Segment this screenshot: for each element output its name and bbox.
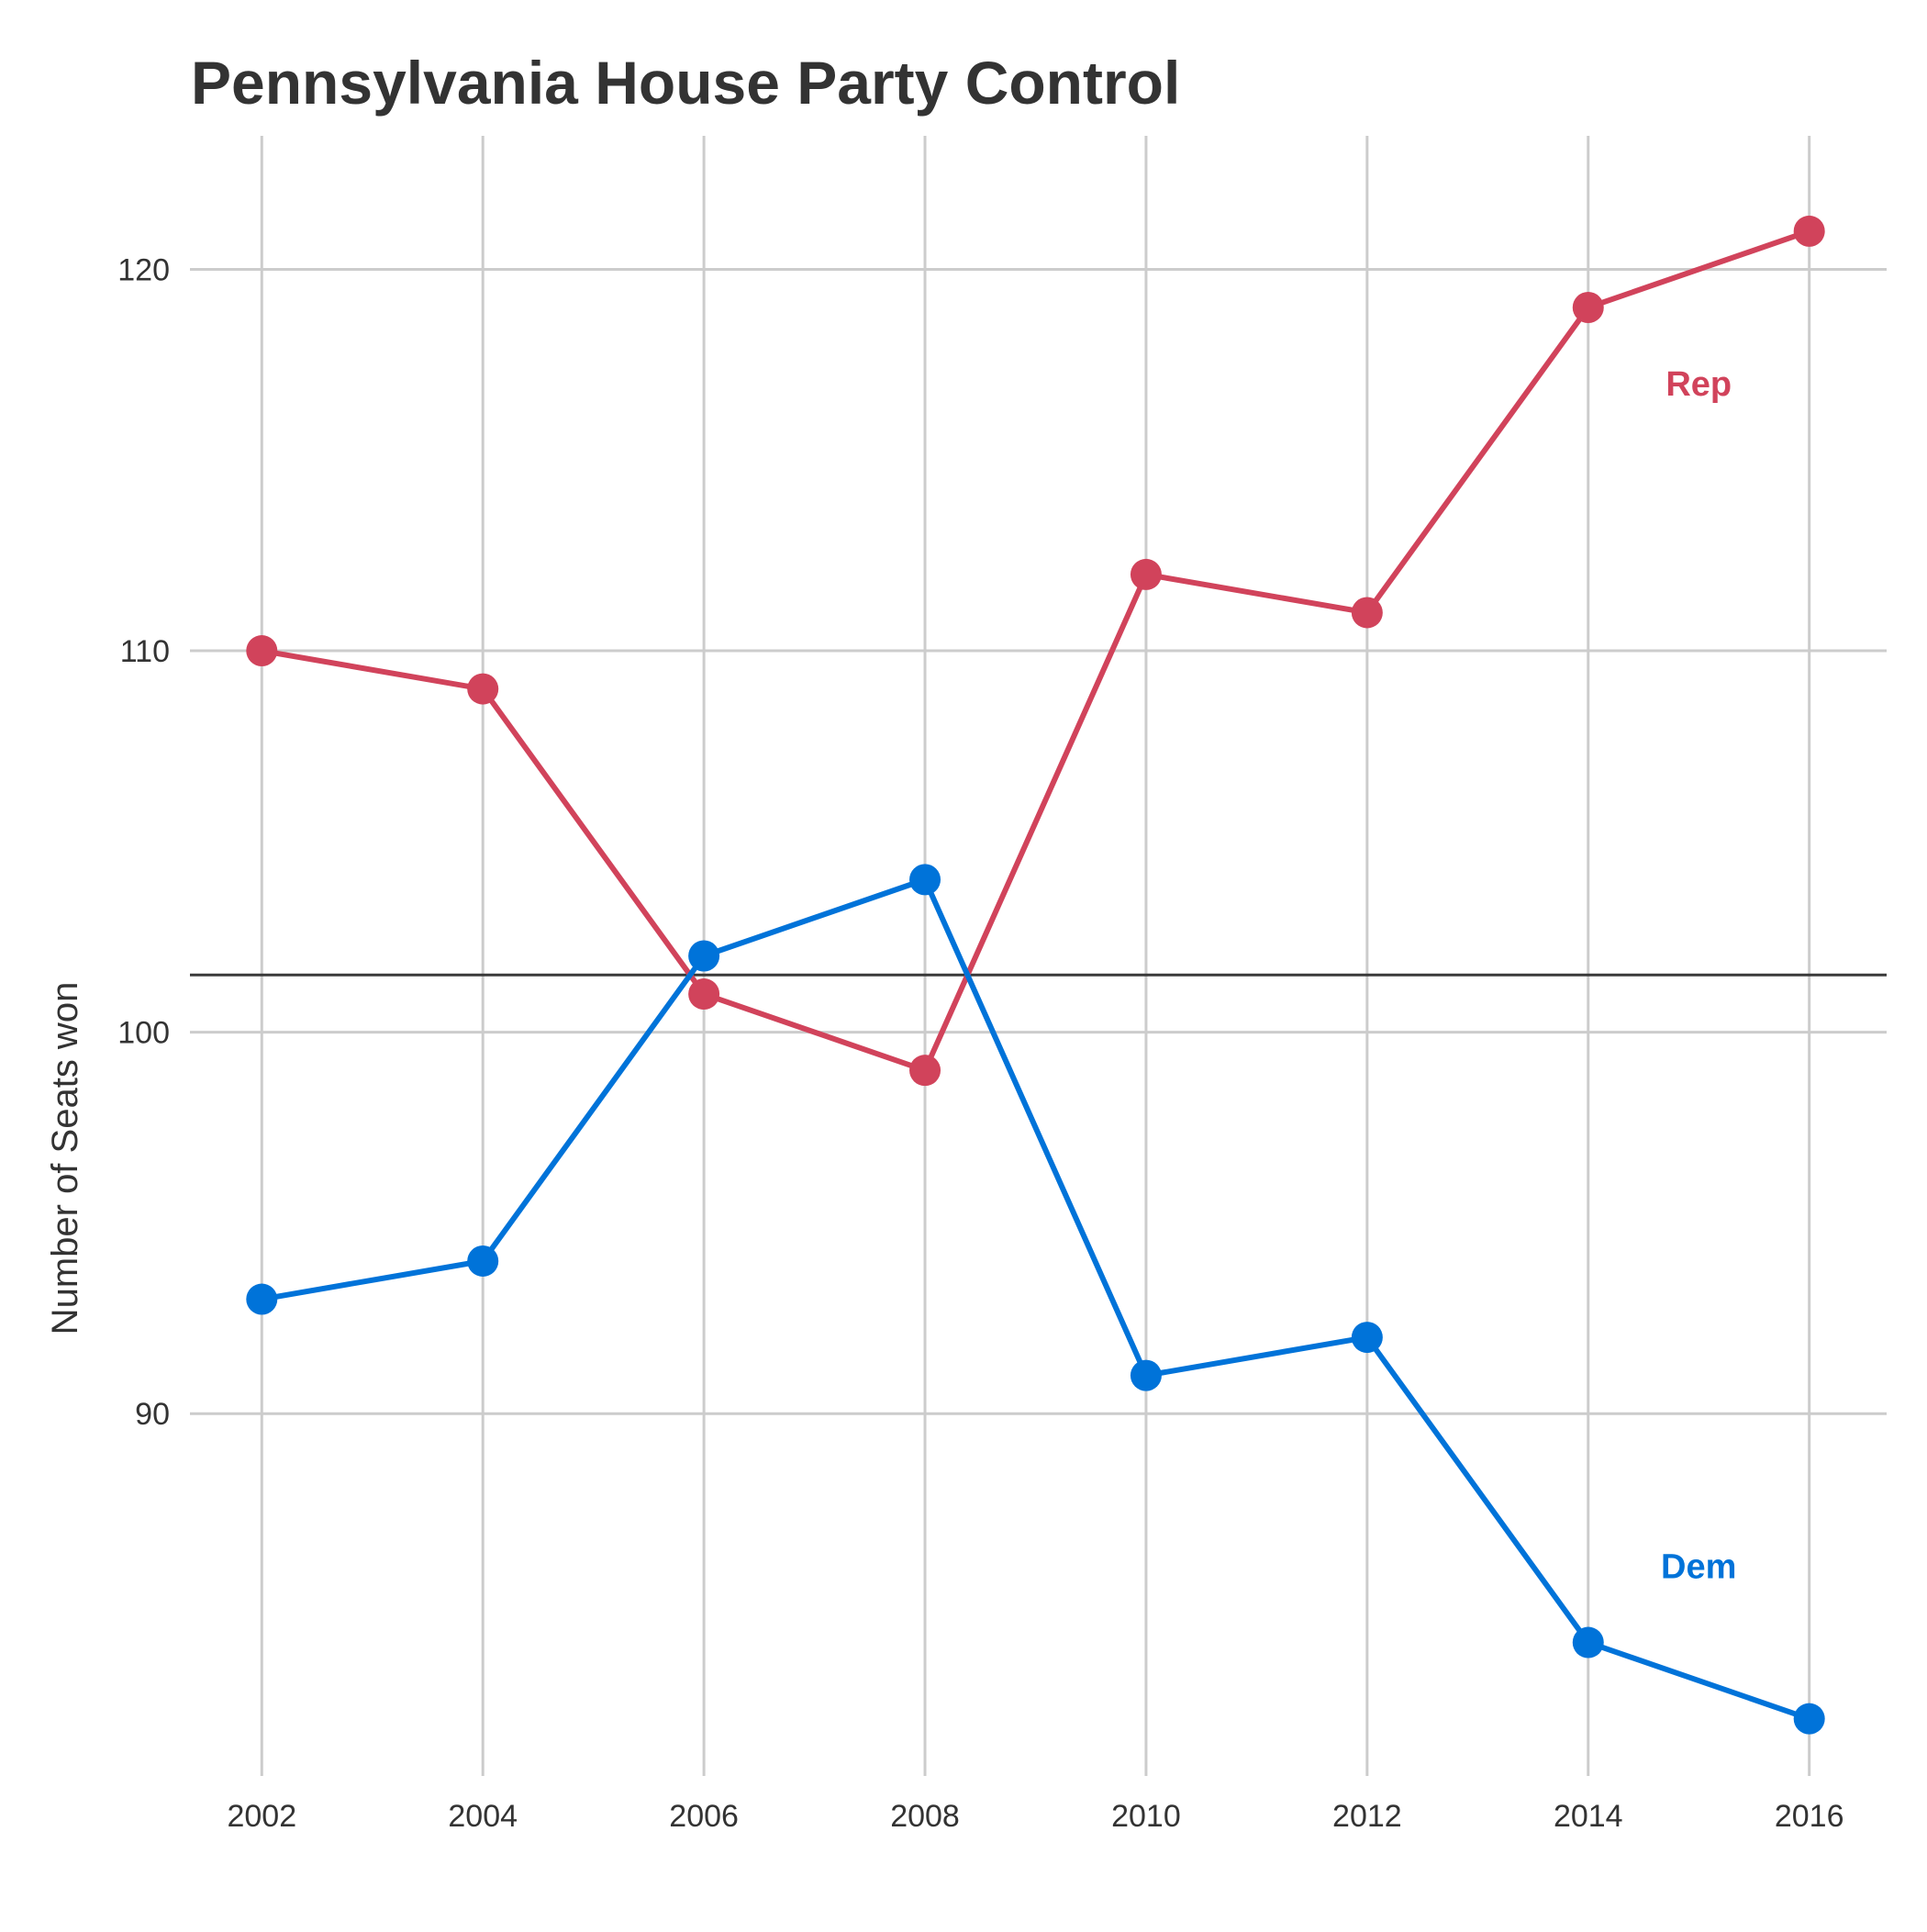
data-point-dem-2016 — [1794, 1703, 1825, 1735]
x-tick-label-2012: 2012 — [1332, 1799, 1402, 1834]
data-point-dem-2004 — [467, 1245, 498, 1277]
y-tick-label-120: 120 — [117, 252, 170, 287]
data-point-rep-2002 — [246, 635, 277, 666]
x-tick-label-2006: 2006 — [669, 1799, 739, 1834]
series-label-rep: Rep — [1665, 365, 1732, 404]
data-point-dem-2010 — [1131, 1360, 1162, 1391]
data-point-dem-2006 — [688, 941, 719, 972]
x-tick-label-2008: 2008 — [890, 1799, 960, 1834]
data-point-dem-2002 — [246, 1284, 277, 1315]
data-point-rep-2008 — [909, 1055, 941, 1086]
x-tick-label-2004: 2004 — [448, 1799, 518, 1834]
chart-title: Pennsylvania House Party Control — [191, 48, 1180, 117]
series-line-dem — [262, 879, 1809, 1718]
series-label-dem: Dem — [1661, 1547, 1736, 1586]
data-point-rep-2006 — [688, 978, 719, 1010]
data-point-dem-2008 — [909, 864, 941, 895]
x-tick-label-2002: 2002 — [227, 1799, 296, 1834]
y-tick-label-110: 110 — [120, 634, 170, 669]
data-point-rep-2004 — [467, 674, 498, 705]
data-point-dem-2012 — [1352, 1322, 1383, 1353]
y-axis-label: Number of Seats won — [45, 982, 85, 1335]
x-tick-label-2010: 2010 — [1111, 1799, 1181, 1834]
data-point-rep-2010 — [1131, 559, 1162, 590]
y-tick-label-100: 100 — [117, 1016, 170, 1051]
y-tick-label-90: 90 — [135, 1397, 170, 1432]
data-point-rep-2014 — [1573, 292, 1604, 323]
data-point-rep-2016 — [1794, 216, 1825, 247]
data-point-dem-2014 — [1573, 1627, 1604, 1658]
grid-layer: 2002 2004 2006 2008 2010 2012 2014 2016 90 100 110… — [117, 136, 1887, 1834]
x-tick-label-2016: 2016 — [1775, 1799, 1844, 1834]
x-tick-label-2014: 2014 — [1554, 1799, 1623, 1834]
data-point-rep-2012 — [1352, 597, 1383, 628]
